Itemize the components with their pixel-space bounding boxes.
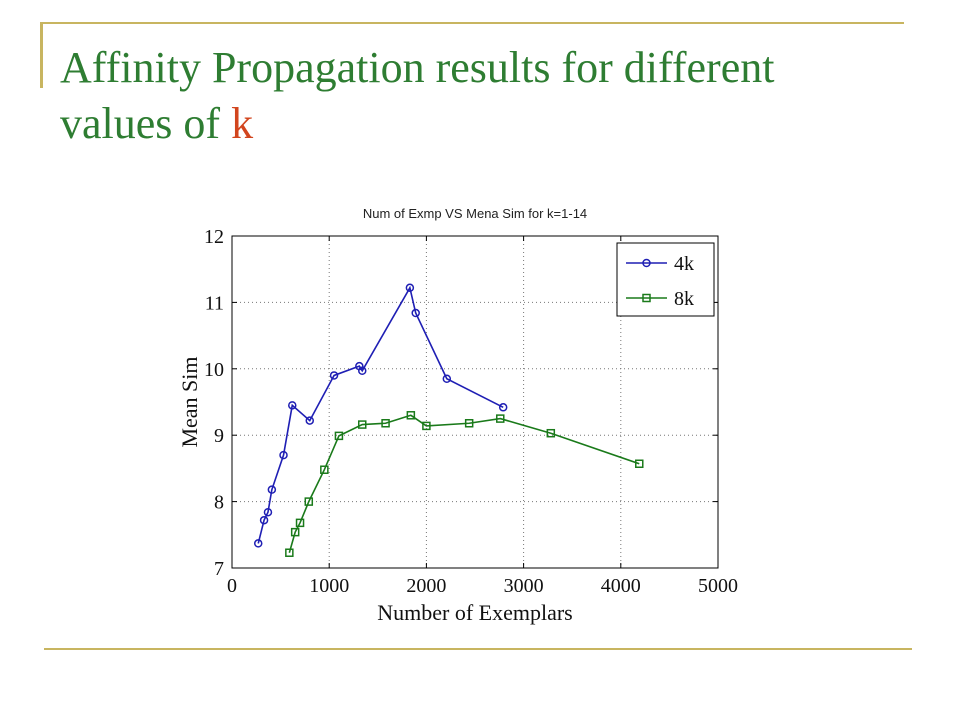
data-point-4k [267,485,277,494]
data-point-4k [259,515,269,525]
data-point-4k [498,403,508,412]
data-point-8k [295,518,305,528]
slide-title-k: k [231,99,254,148]
data-point-8k [546,428,556,438]
data-point-4k [263,507,273,517]
data-point-8k [357,420,367,429]
data-point-8k [496,414,505,423]
y-tick-label: 7 [214,558,224,580]
data-point-4k [442,374,452,384]
legend-label-8k: 8k [674,288,694,310]
top-rule [40,22,904,24]
x-tick-label: 1000 [309,575,349,597]
legend-box [616,242,715,317]
data-point-8k [290,527,300,537]
x-tick-label: 2000 [406,575,446,597]
data-point-8k [422,421,431,431]
x-tick-label: 0 [227,575,237,597]
axis-ticks: 0 1000 2000 3000 4000 5000 7 8 9 10 11 12 [204,226,738,597]
data-point-8k [406,411,416,420]
data-point-4k [357,366,367,376]
data-point-8k [285,548,294,557]
slide-title-line1: Affinity Propagation results for differe… [60,43,775,92]
x-tick-label: 3000 [504,575,544,597]
x-tick-label: 5000 [698,575,738,597]
series-layer [253,283,644,557]
legend-marker-4k [642,258,651,268]
data-point-8k [381,418,390,428]
data-point-8k [635,459,644,469]
plot-area [231,235,719,569]
data-point-4k [405,283,415,293]
legend-marker-8k [642,293,651,303]
y-tick-label: 11 [205,292,224,314]
title-accent-rule [40,22,43,88]
x-axis-label: Number of Exemplars [377,600,573,625]
legend-label-4k: 4k [674,253,694,275]
data-point-4k [329,371,339,380]
y-tick-label: 8 [214,492,224,514]
series-8k [285,411,644,557]
y-tick-label: 10 [204,359,224,381]
bottom-rule [44,648,912,650]
y-tick-label: 12 [204,226,224,248]
x-tick-label: 4000 [601,575,641,597]
data-point-4k [411,308,420,318]
data-point-8k [334,431,344,441]
data-point-4k [305,416,315,425]
slide-title: Affinity Propagation results for differe… [60,40,920,152]
data-point-4k [253,539,263,548]
series-4k [253,283,508,548]
data-point-8k [304,497,314,506]
data-point-8k [464,418,474,428]
chart-title: Num of Exmp VS Mena Sim for k=1-14 [363,206,587,221]
legend: 4k 8k [616,242,715,317]
y-axis-label: Mean Sim [177,356,202,447]
slide-title-line2: values of [60,99,232,148]
data-point-4k [288,401,297,410]
y-tick-label: 9 [214,425,224,447]
data-point-8k [320,465,329,474]
data-point-4k [279,450,288,460]
